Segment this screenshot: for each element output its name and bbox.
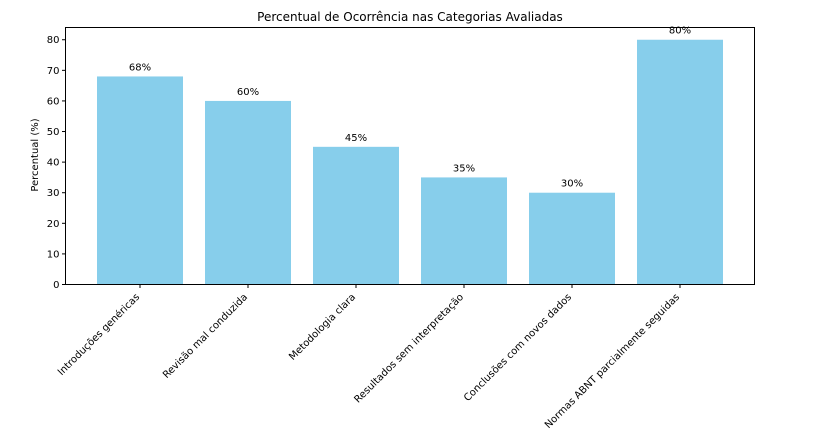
y-axis-label: Percentual (%) [30, 118, 41, 191]
bar-value-label: 68% [129, 62, 151, 73]
bar-value-label: 60% [237, 87, 259, 98]
y-tick-label: 70 [47, 66, 60, 77]
x-tick-label: Conclusões com novos dados [462, 292, 574, 404]
y-axis: 0 10 20 30 40 50 60 70 80 [47, 35, 66, 291]
chart-title: Percentual de Ocorrência nas Categorias … [257, 10, 563, 24]
plot-frame [65, 27, 755, 285]
y-tick-label: 60 [47, 96, 60, 107]
bar-value-label: 30% [561, 179, 583, 190]
bar [421, 177, 507, 285]
y-tick-label: 10 [47, 249, 60, 260]
bar [205, 100, 291, 285]
bars-group: 68% 60% 45% 35% 30% 80% [97, 26, 723, 285]
x-axis: Introduções genéricas Revisão mal conduzi… [55, 284, 682, 431]
y-tick-label: 80 [47, 35, 60, 46]
bar-value-label: 35% [453, 163, 475, 174]
bar-value-label: 45% [345, 133, 367, 144]
y-tick-label: 50 [47, 127, 60, 138]
x-tick-label: Resultados sem interpretação [353, 292, 467, 406]
bar [529, 192, 615, 285]
bar [637, 39, 723, 285]
y-tick-label: 20 [47, 219, 60, 230]
y-tick-label: 40 [47, 158, 60, 169]
y-tick-label: 0 [53, 280, 59, 291]
x-tick-label: Revisão mal conduzida [161, 292, 250, 381]
y-tick-label: 30 [47, 188, 60, 199]
x-tick-label: Metodologia clara [287, 292, 358, 363]
bar-value-label: 80% [669, 26, 691, 37]
bar [97, 76, 183, 285]
x-tick-label: Normas ABNT parcialmente seguidas [543, 292, 682, 431]
x-tick-label: Introduções genéricas [55, 291, 142, 378]
bar [313, 146, 399, 285]
